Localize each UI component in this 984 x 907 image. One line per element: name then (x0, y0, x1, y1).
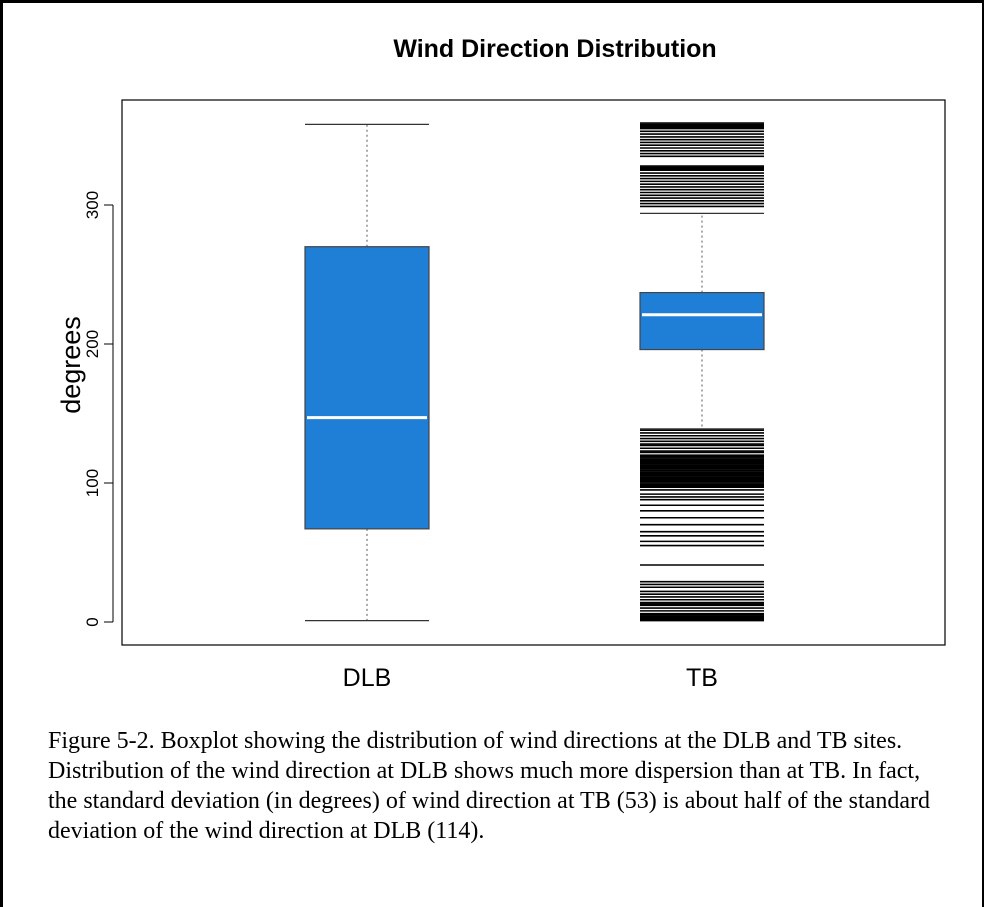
chart-title: Wind Direction Distribution (393, 35, 716, 63)
y-tick-label: 100 (83, 469, 102, 497)
figure-caption: Figure 5-2. Boxplot showing the distribu… (48, 728, 930, 844)
boxplot-chart: Wind Direction Distribution degrees 0 100… (56, 35, 946, 692)
y-tick-label: 300 (83, 191, 102, 219)
plot-area (121, 99, 946, 646)
box-iqr (639, 291, 765, 351)
y-tick-label: 0 (83, 617, 102, 626)
y-tick-label: 200 (83, 330, 102, 358)
y-axis-label: degrees (56, 316, 86, 414)
x-category-label: DLB (343, 664, 392, 692)
box-iqr (304, 246, 430, 530)
x-category-label: TB (686, 664, 718, 692)
